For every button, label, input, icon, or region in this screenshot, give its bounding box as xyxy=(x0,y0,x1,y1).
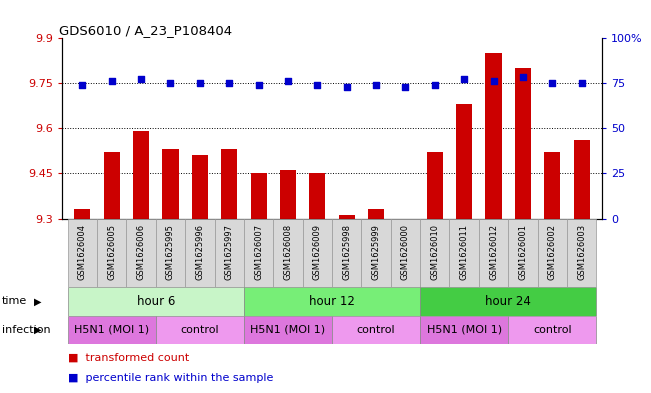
Text: GSM1626003: GSM1626003 xyxy=(577,224,586,280)
Text: infection: infection xyxy=(2,325,51,335)
Bar xyxy=(244,316,332,344)
Bar xyxy=(508,316,596,344)
Text: time: time xyxy=(2,296,27,307)
Text: GSM1626008: GSM1626008 xyxy=(283,224,292,280)
Bar xyxy=(192,155,208,219)
Text: ■  transformed count: ■ transformed count xyxy=(68,353,189,362)
Bar xyxy=(420,219,449,287)
Text: control: control xyxy=(533,325,572,335)
Bar xyxy=(538,219,567,287)
Bar xyxy=(215,219,244,287)
Point xyxy=(253,82,264,88)
Text: ▶: ▶ xyxy=(34,296,42,307)
Point xyxy=(488,78,499,84)
Bar xyxy=(303,219,332,287)
Text: control: control xyxy=(180,325,219,335)
Bar xyxy=(544,152,561,219)
Bar xyxy=(97,219,126,287)
Bar xyxy=(68,287,244,316)
Text: GSM1626001: GSM1626001 xyxy=(518,224,527,280)
Point xyxy=(371,82,381,88)
Bar xyxy=(185,219,215,287)
Bar xyxy=(244,287,420,316)
Point xyxy=(165,80,176,86)
Point xyxy=(312,82,322,88)
Bar xyxy=(426,152,443,219)
Text: GSM1625999: GSM1625999 xyxy=(372,224,381,280)
Text: hour 24: hour 24 xyxy=(485,295,531,308)
Bar xyxy=(332,219,361,287)
Text: ▶: ▶ xyxy=(34,325,42,335)
Bar xyxy=(361,219,391,287)
Point xyxy=(195,80,205,86)
Bar xyxy=(273,219,303,287)
Bar xyxy=(162,149,178,219)
Text: GSM1626000: GSM1626000 xyxy=(401,224,410,280)
Bar xyxy=(508,219,538,287)
Text: GSM1625998: GSM1625998 xyxy=(342,224,351,280)
Text: hour 6: hour 6 xyxy=(137,295,175,308)
Bar xyxy=(133,131,149,219)
Text: control: control xyxy=(357,325,395,335)
Point xyxy=(459,76,469,83)
Text: GSM1625997: GSM1625997 xyxy=(225,224,234,280)
Point xyxy=(107,78,117,84)
Text: H5N1 (MOI 1): H5N1 (MOI 1) xyxy=(426,325,502,335)
Text: H5N1 (MOI 1): H5N1 (MOI 1) xyxy=(74,325,149,335)
Bar xyxy=(68,219,97,287)
Text: GSM1625995: GSM1625995 xyxy=(166,224,175,280)
Text: GSM1626010: GSM1626010 xyxy=(430,224,439,280)
Point xyxy=(400,83,411,90)
Text: hour 12: hour 12 xyxy=(309,295,355,308)
Text: GSM1626009: GSM1626009 xyxy=(313,224,322,280)
Point xyxy=(430,82,440,88)
Bar xyxy=(221,149,238,219)
Text: GSM1626011: GSM1626011 xyxy=(460,224,469,280)
Text: GSM1626007: GSM1626007 xyxy=(254,224,263,280)
Bar xyxy=(126,219,156,287)
Bar xyxy=(104,152,120,219)
Text: H5N1 (MOI 1): H5N1 (MOI 1) xyxy=(251,325,326,335)
Bar xyxy=(515,68,531,219)
Bar xyxy=(309,173,326,219)
Bar xyxy=(574,140,590,219)
Point xyxy=(283,78,293,84)
Point xyxy=(547,80,557,86)
Point xyxy=(224,80,234,86)
Bar xyxy=(368,209,384,219)
Bar xyxy=(567,219,596,287)
Text: GSM1626012: GSM1626012 xyxy=(489,224,498,280)
Bar xyxy=(156,219,185,287)
Point xyxy=(77,82,88,88)
Bar xyxy=(486,53,502,219)
Text: GSM1626006: GSM1626006 xyxy=(137,224,146,280)
Bar xyxy=(420,287,596,316)
Bar xyxy=(332,316,420,344)
Bar xyxy=(449,219,479,287)
Text: GDS6010 / A_23_P108404: GDS6010 / A_23_P108404 xyxy=(59,24,232,37)
Point xyxy=(342,83,352,90)
Bar xyxy=(68,316,156,344)
Point xyxy=(136,76,146,83)
Bar xyxy=(156,316,244,344)
Text: ■  percentile rank within the sample: ■ percentile rank within the sample xyxy=(68,373,273,383)
Point xyxy=(576,80,587,86)
Text: GSM1626005: GSM1626005 xyxy=(107,224,117,280)
Bar xyxy=(280,170,296,219)
Text: GSM1626004: GSM1626004 xyxy=(78,224,87,280)
Point xyxy=(518,74,528,81)
Bar xyxy=(391,219,420,287)
Text: GSM1625996: GSM1625996 xyxy=(195,224,204,280)
Bar xyxy=(479,219,508,287)
Bar xyxy=(456,104,472,219)
Bar xyxy=(420,316,508,344)
Bar xyxy=(251,173,267,219)
Bar xyxy=(74,209,90,219)
Text: GSM1626002: GSM1626002 xyxy=(547,224,557,280)
Bar xyxy=(339,215,355,219)
Bar xyxy=(244,219,273,287)
